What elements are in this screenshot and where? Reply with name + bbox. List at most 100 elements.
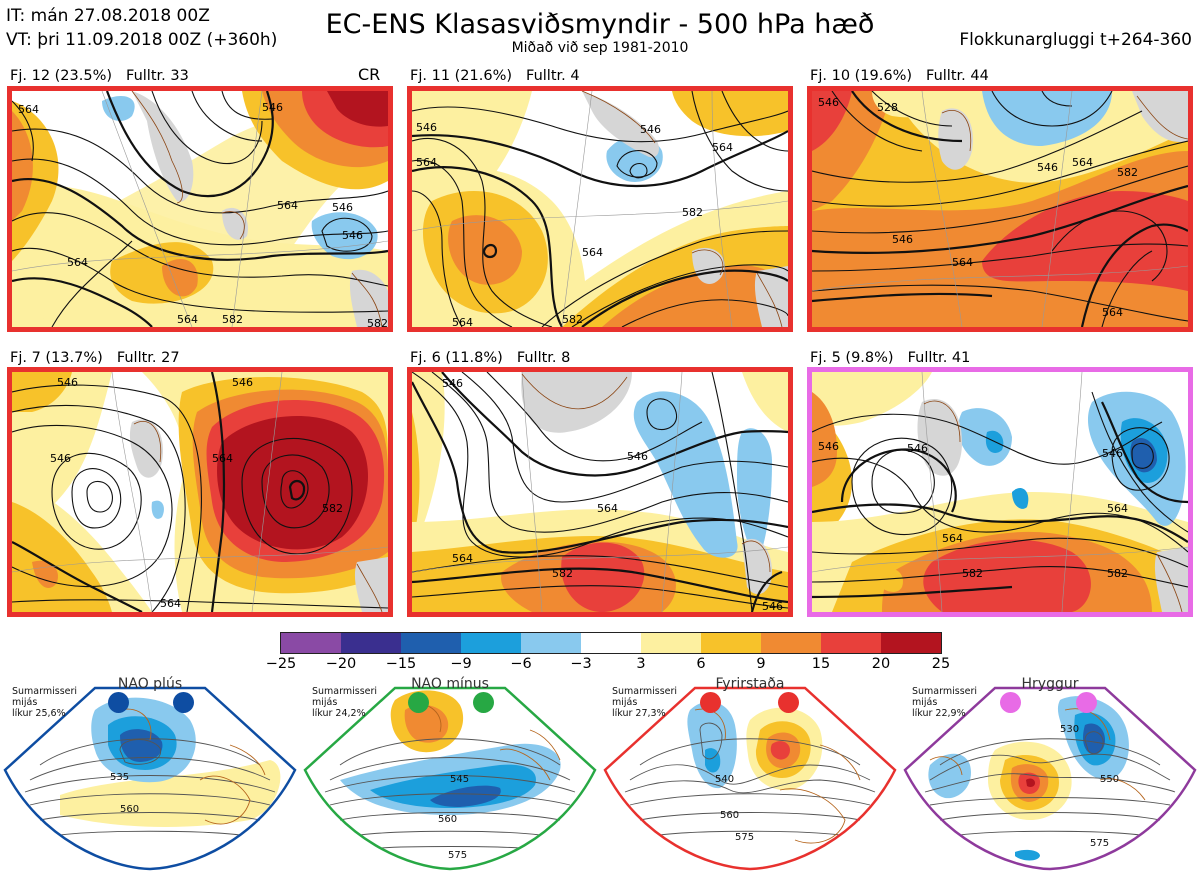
- contour-label: 564: [452, 316, 473, 327]
- colorbar-tick-label: 3: [636, 656, 646, 672]
- cluster-label: Fj. 10 (19.6%) Fulltr. 44: [810, 68, 989, 84]
- contour-label: 564: [712, 141, 733, 154]
- regime-contour-label: 545: [450, 774, 469, 785]
- regime-title: NAO mínus: [411, 676, 489, 692]
- contour-label: 564: [1102, 306, 1123, 319]
- map-subtitle: Miðað við sep 1981-2010: [511, 40, 689, 56]
- contour-label: 582: [367, 317, 388, 327]
- contour-label: 582: [962, 567, 983, 580]
- cluster-label: Fj. 7 (13.7%) Fulltr. 27: [10, 350, 180, 366]
- colorbar-segment: [821, 633, 881, 653]
- regime-info: Sumarmisseri mijás líkur 22,9%: [912, 686, 978, 719]
- regime-ridge: 530 550 575 Hryggur Sumarmisseri mijás lík…: [900, 670, 1200, 871]
- contour-label: 582: [682, 206, 703, 219]
- colorbar: [280, 632, 942, 654]
- colorbar-tick-label: −3: [570, 656, 592, 672]
- contour-label: 528: [877, 101, 898, 114]
- regime-nao-minus: 545 560 575 NAO mínus Sumarmisseri mijás l…: [300, 670, 600, 871]
- contour-label: 564: [67, 256, 88, 269]
- contour-label: 546: [907, 442, 928, 455]
- regime-dot: [1076, 692, 1097, 713]
- colorbar-tick-label: 20: [871, 656, 891, 672]
- contour-label: 546: [818, 440, 839, 453]
- contour-label: 564: [582, 246, 603, 259]
- regime-dot: [778, 692, 799, 713]
- map-title: EC-ENS Klasasviðsmyndir - 500 hPa hæð: [325, 9, 875, 40]
- contour-label: 564: [942, 532, 963, 545]
- regime-contour-label: 560: [120, 804, 139, 815]
- regime-contour-label: 575: [448, 850, 467, 861]
- contour-label: 564: [160, 597, 181, 610]
- contour-label: 546: [262, 101, 283, 114]
- cr-badge: CR: [358, 65, 381, 84]
- contour-label: 564: [277, 199, 298, 212]
- contour-label: 582: [322, 502, 343, 515]
- colorbar-tick-label: 25: [931, 656, 951, 672]
- contour-label: 582: [562, 313, 583, 326]
- colorbar-segment: [401, 633, 461, 653]
- regime-info: Sumarmisseri mijás líkur 27,3%: [612, 686, 678, 719]
- contour-label: 546: [762, 600, 783, 612]
- initial-time: IT: mán 27.08.2018 00Z: [6, 6, 210, 26]
- cluster-map-panel: 564 546 564 564 546 582 564 546 582: [7, 86, 393, 332]
- contour-label: 582: [1107, 567, 1128, 580]
- regime-title: Fyrirstaða: [715, 676, 785, 692]
- regime-contour-label: 530: [1060, 724, 1079, 735]
- contour-label: 564: [1072, 156, 1093, 169]
- cluster-map-panel: 546 528 546 564 582 564 546 564: [807, 86, 1193, 332]
- regime-dot: [473, 692, 494, 713]
- classification-window: Flokkunargluggi t+264-360: [959, 30, 1192, 50]
- contour-label: 546: [892, 233, 913, 246]
- contour-label: 546: [1037, 161, 1058, 174]
- colorbar-segment: [461, 633, 521, 653]
- contour-label: 564: [952, 256, 973, 269]
- colorbar-segment: [701, 633, 761, 653]
- colorbar-tick-label: 9: [756, 656, 766, 672]
- contour-label: 564: [18, 103, 39, 116]
- contour-label: 564: [597, 502, 618, 515]
- colorbar-tick-label: 6: [696, 656, 706, 672]
- colorbar-segment: [881, 633, 941, 653]
- contour-label: 546: [416, 121, 437, 134]
- colorbar-tick-label: −15: [385, 656, 417, 672]
- contour-label: 546: [332, 201, 353, 214]
- colorbar-segment: [761, 633, 821, 653]
- regime-dot: [173, 692, 194, 713]
- colorbar-tick-label: −6: [510, 656, 532, 672]
- colorbar-segment: [281, 633, 341, 653]
- regime-nao-plus: 535 560 NAO plús Sumarmisseri mijás líkur …: [0, 670, 300, 871]
- regime-info: Sumarmisseri mijás líkur 24,2%: [312, 686, 378, 719]
- contour-label: 546: [627, 450, 648, 463]
- cluster-label: Fj. 11 (21.6%) Fulltr. 4: [410, 68, 580, 84]
- cluster-label: Fj. 12 (23.5%) Fulltr. 33: [10, 68, 189, 84]
- colorbar-segment: [341, 633, 401, 653]
- contour-label: 546: [342, 229, 363, 242]
- contour-label: 546: [50, 452, 71, 465]
- contour-label: 582: [1117, 166, 1138, 179]
- colorbar-tick-label: −20: [325, 656, 357, 672]
- regime-dot: [700, 692, 721, 713]
- regime-title: NAO plús: [117, 676, 183, 692]
- contour-label: 564: [212, 452, 233, 465]
- cluster-map-panel: 546 564 546 564 582 564 564 582: [407, 86, 793, 332]
- regime-contour-label: 575: [1090, 838, 1109, 849]
- regime-dot: [1000, 692, 1021, 713]
- regime-blocking: 540 560 575 Fyrirstaða Sumarmisseri mijás…: [600, 670, 900, 871]
- cluster-label: Fj. 5 (9.8%) Fulltr. 41: [810, 350, 971, 366]
- colorbar-tick-label: −25: [265, 656, 297, 672]
- regime-title: Hryggur: [1021, 676, 1079, 692]
- contour-label: 546: [1102, 447, 1123, 460]
- contour-label: 564: [1107, 502, 1128, 515]
- colorbar-tick-label: 15: [811, 656, 831, 672]
- cluster-map-panel: 546 546 564 564 582 546: [407, 367, 793, 617]
- contour-label: 564: [177, 313, 198, 326]
- contour-label: 546: [232, 376, 253, 389]
- contour-label: 564: [416, 156, 437, 169]
- colorbar-segment: [521, 633, 581, 653]
- valid-time: VT: þri 11.09.2018 00Z (+360h): [6, 30, 278, 50]
- regime-contour-label: 540: [715, 774, 734, 785]
- contour-label: 582: [552, 567, 573, 580]
- colorbar-segment: [641, 633, 701, 653]
- regime-contour-label: 550: [1100, 774, 1119, 785]
- colorbar-segment: [581, 633, 641, 653]
